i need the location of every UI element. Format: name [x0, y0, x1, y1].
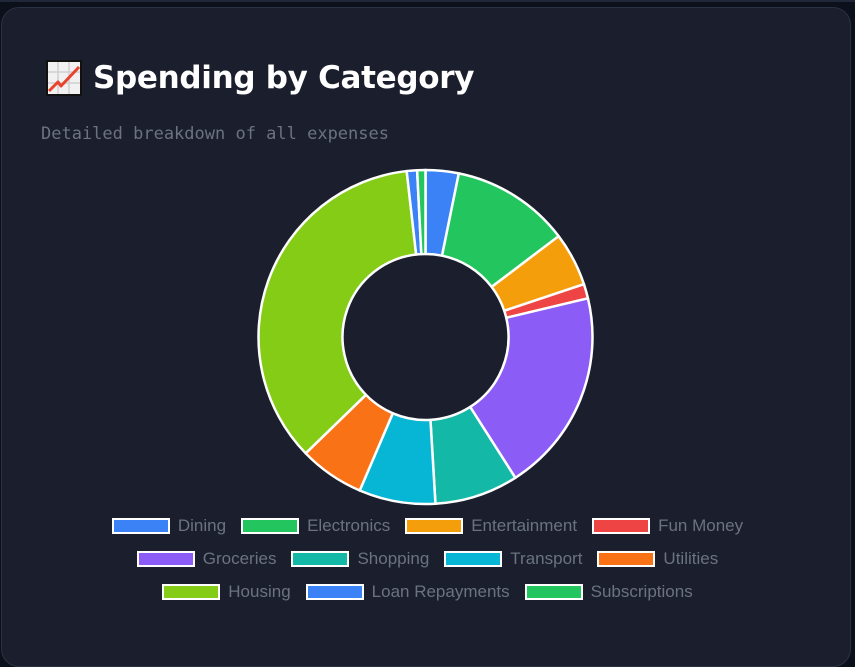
legend-label: Fun Money [658, 516, 744, 535]
legend-row: Housing Loan Repayments Subscriptions [162, 580, 693, 604]
legend-label: Utilities [663, 549, 719, 568]
card-subtitle: Detailed breakdown of all expenses [41, 124, 389, 144]
legend-swatch [444, 551, 503, 567]
legend-swatch [136, 551, 195, 567]
chart-legend: Dining Electronics Entertainment Fun Money G… [0, 514, 855, 604]
legend-label: Housing [228, 582, 291, 601]
legend-item-subscriptions[interactable]: Subscriptions [524, 582, 693, 602]
slice-subscriptions[interactable] [415, 168, 427, 256]
legend-label: Groceries [202, 549, 277, 568]
legend-swatch [597, 551, 656, 567]
legend-item-electronics[interactable]: Electronics [241, 516, 390, 536]
legend-item-fun-money[interactable]: Fun Money [592, 516, 743, 536]
legend-swatch [241, 518, 300, 534]
legend-label: Loan Repayments [371, 582, 510, 601]
legend-item-housing[interactable]: Housing [162, 582, 291, 602]
legend-label: Shopping [357, 549, 430, 568]
legend-label: Dining [177, 516, 227, 535]
legend-item-shopping[interactable]: Shopping [291, 549, 429, 569]
legend-swatch [405, 518, 464, 534]
legend-label: Subscriptions [590, 582, 693, 601]
legend-item-entertainment[interactable]: Entertainment [405, 516, 577, 536]
legend-label: Transport [510, 549, 583, 568]
legend-label: Entertainment [471, 516, 578, 535]
legend-item-utilities[interactable]: Utilities [597, 549, 718, 569]
legend-swatch [305, 584, 364, 600]
slice-housing[interactable] [257, 169, 418, 455]
legend-swatch [111, 518, 170, 534]
legend-item-dining[interactable]: Dining [111, 516, 227, 536]
legend-label: Electronics [307, 516, 391, 535]
window-top-edge [0, 0, 855, 2]
legend-row: Dining Electronics Entertainment Fun Money [111, 514, 743, 538]
legend-swatch [592, 518, 651, 534]
legend-row: Groceries Shopping Transport Utilities [136, 547, 718, 571]
legend-item-transport[interactable]: Transport [444, 549, 582, 569]
legend-swatch [162, 584, 221, 600]
chart-increasing-icon [46, 60, 82, 96]
legend-item-groceries[interactable]: Groceries [136, 549, 277, 569]
slice-groceries[interactable] [468, 297, 594, 480]
legend-item-loan-repayments[interactable]: Loan Repayments [305, 582, 510, 602]
card-header: Spending by Category [46, 60, 474, 96]
legend-swatch [524, 584, 583, 600]
legend-swatch [291, 551, 350, 567]
card-title: Spending by Category [93, 60, 475, 96]
